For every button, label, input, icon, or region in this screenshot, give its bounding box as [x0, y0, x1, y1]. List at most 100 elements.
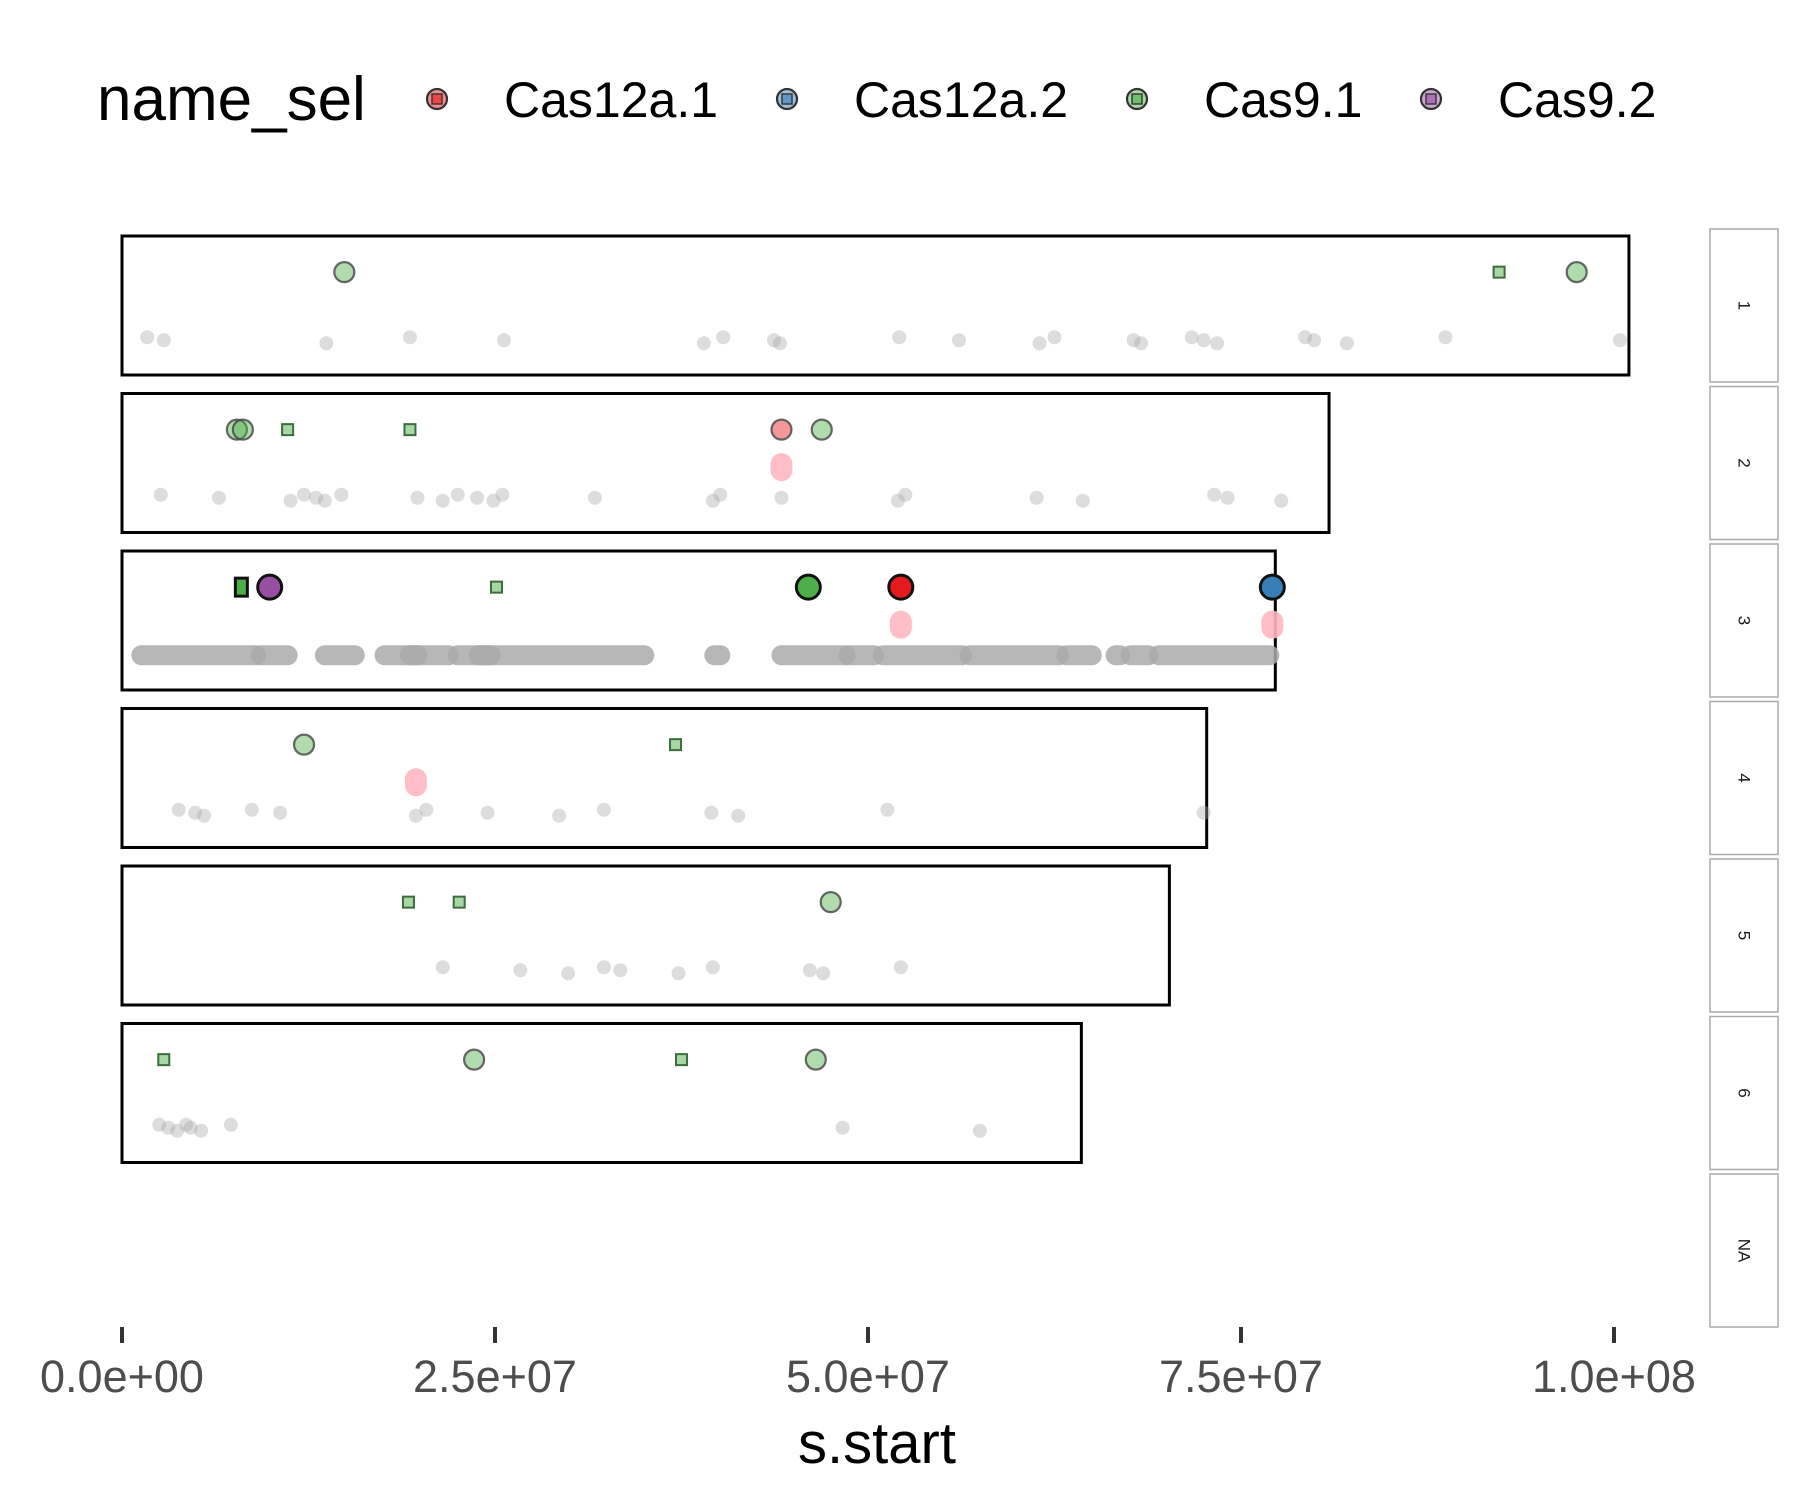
- background-point: [1307, 333, 1322, 348]
- strip-box: [1709, 700, 1779, 856]
- data-point: [770, 418, 793, 441]
- strip-box: [1709, 858, 1779, 1013]
- background-point-cluster: [1056, 645, 1102, 666]
- background-point-cluster: [959, 645, 1069, 666]
- data-point: [403, 423, 417, 437]
- data-point: [794, 573, 822, 601]
- background-point: [731, 808, 746, 823]
- background-point: [513, 963, 528, 978]
- background-point: [767, 333, 782, 348]
- highlight-point: [889, 610, 912, 639]
- background-point: [613, 963, 628, 978]
- background-point: [1134, 336, 1149, 351]
- background-point: [716, 330, 731, 345]
- background-point: [772, 336, 787, 351]
- background-point: [1274, 493, 1289, 508]
- background-point-cluster: [468, 645, 655, 666]
- data-point: [1565, 261, 1588, 284]
- strip-box: [1709, 228, 1779, 383]
- facet-panel-3: [120, 549, 1286, 692]
- background-point: [898, 487, 913, 502]
- background-point: [704, 805, 719, 820]
- background-point: [435, 960, 450, 975]
- background-point: [1612, 333, 1627, 348]
- background-point: [705, 493, 720, 508]
- facet-strip-2: 2: [1709, 385, 1779, 541]
- data-point: [157, 1053, 171, 1067]
- x-tick-label: 5.0e+07: [786, 1351, 950, 1402]
- legend-item: Cas12a.2: [775, 72, 1068, 128]
- strip-label: 2: [1735, 458, 1754, 467]
- data-point: [231, 418, 254, 441]
- legend-key-square: [431, 93, 443, 105]
- background-point: [713, 487, 728, 502]
- background-point: [194, 1123, 209, 1138]
- background-point: [696, 336, 711, 351]
- strip-label: 4: [1735, 773, 1754, 782]
- legend-title: name_sel: [97, 65, 366, 134]
- background-point-cluster: [838, 645, 884, 666]
- legend-item: Cas9.2: [1419, 72, 1656, 128]
- strip-box: [1709, 1173, 1779, 1328]
- background-point: [170, 1123, 185, 1138]
- background-point: [890, 493, 905, 508]
- strip-box: [1709, 385, 1779, 541]
- facet-panel-4: [120, 707, 1211, 849]
- background-point: [671, 966, 686, 981]
- background-point: [596, 802, 611, 817]
- background-point-cluster: [1148, 645, 1280, 666]
- background-point-cluster: [1120, 645, 1159, 666]
- data-point: [256, 573, 284, 601]
- facet-strip-6: 6: [1709, 1015, 1779, 1171]
- background-point: [705, 960, 720, 975]
- data-point: [1492, 265, 1506, 279]
- background-point: [1298, 330, 1313, 345]
- background-point: [223, 1117, 238, 1132]
- strip-box: [1709, 543, 1779, 698]
- background-point: [419, 802, 434, 817]
- highlight-point: [404, 768, 427, 797]
- legend-key-square: [1131, 93, 1143, 105]
- background-point: [470, 490, 485, 505]
- chromosome-outline: [120, 707, 1209, 849]
- strip-label: 1: [1735, 301, 1754, 310]
- background-point: [1029, 490, 1044, 505]
- data-point: [463, 1048, 486, 1071]
- data-point: [292, 733, 316, 756]
- background-point: [496, 333, 511, 348]
- background-point: [1047, 330, 1062, 345]
- x-tick-label: 2.5e+07: [413, 1351, 577, 1402]
- background-point: [1207, 487, 1222, 502]
- background-point-cluster: [771, 645, 856, 666]
- data-point: [281, 423, 295, 437]
- background-point: [1184, 330, 1199, 345]
- chromosome-outline: [120, 234, 1631, 377]
- background-point: [152, 1117, 167, 1132]
- background-point: [587, 490, 602, 505]
- background-point: [1126, 333, 1141, 348]
- x-tick-label: 1.0e+08: [1532, 1351, 1696, 1402]
- background-point: [495, 487, 510, 502]
- background-point: [480, 805, 495, 820]
- facet-strips: 1 2 3 4 5 6 NA: [1709, 228, 1779, 1328]
- strip-label: 6: [1735, 1088, 1754, 1097]
- x-tick-label: 0.0e+00: [40, 1351, 204, 1402]
- data-point: [233, 576, 249, 598]
- legend-items: Cas12a.1 Cas12a.2 Cas9.1 Cas9.2: [425, 72, 1656, 128]
- background-point-cluster: [314, 645, 365, 666]
- facet-strip-5: 5: [1709, 858, 1779, 1013]
- strip-label: 3: [1735, 616, 1754, 625]
- background-point: [140, 330, 155, 345]
- background-point: [153, 487, 168, 502]
- legend-item: Cas9.1: [1125, 72, 1362, 128]
- background-point: [319, 336, 334, 351]
- data-point: [489, 580, 503, 594]
- data-point: [401, 895, 415, 909]
- background-point: [410, 490, 425, 505]
- background-point: [892, 330, 907, 345]
- facet-panels: [120, 234, 1631, 1164]
- background-point: [596, 960, 611, 975]
- background-point: [211, 490, 226, 505]
- background-point: [435, 493, 450, 508]
